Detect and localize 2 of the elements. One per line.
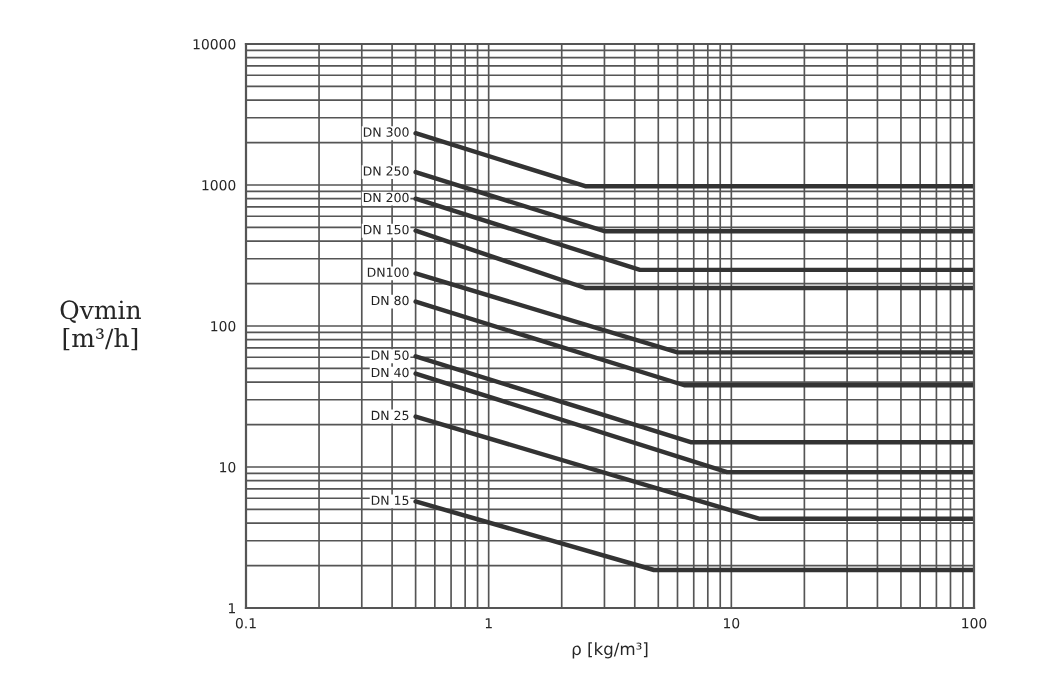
x-axis-title: ρ [kg/m³] <box>572 642 648 659</box>
y-axis-title: Qvmin [m³/h] <box>60 300 141 351</box>
